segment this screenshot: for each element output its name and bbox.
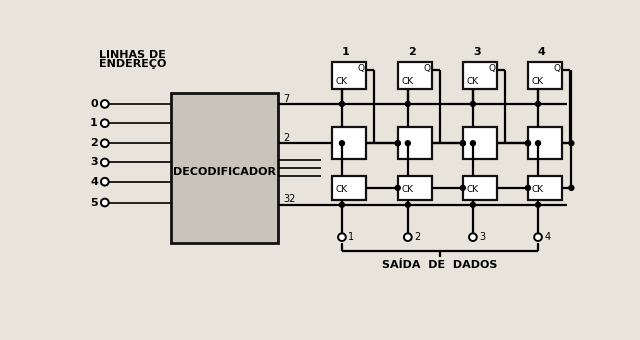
- Text: 1: 1: [348, 232, 355, 242]
- Text: 5: 5: [90, 198, 98, 207]
- Circle shape: [339, 202, 344, 207]
- Circle shape: [405, 101, 410, 106]
- Text: 7: 7: [283, 94, 289, 104]
- Circle shape: [405, 141, 410, 146]
- Text: 1: 1: [90, 118, 98, 128]
- Bar: [528, 127, 562, 159]
- Circle shape: [339, 141, 344, 146]
- Circle shape: [101, 100, 109, 108]
- Bar: [332, 127, 366, 159]
- Circle shape: [101, 139, 109, 147]
- Circle shape: [536, 141, 541, 146]
- Circle shape: [101, 119, 109, 127]
- Bar: [463, 62, 497, 88]
- Text: 2: 2: [408, 47, 415, 57]
- Circle shape: [534, 233, 542, 241]
- Text: ENDEREÇO: ENDEREÇO: [99, 59, 166, 69]
- Circle shape: [525, 141, 531, 146]
- Text: 0: 0: [90, 99, 98, 109]
- Text: 2: 2: [90, 138, 98, 148]
- Circle shape: [470, 202, 476, 207]
- Text: LINHAS DE: LINHAS DE: [99, 50, 166, 59]
- Text: SAÍDA  DE  DADOS: SAÍDA DE DADOS: [382, 260, 498, 270]
- Circle shape: [525, 141, 531, 146]
- Text: 4: 4: [90, 177, 98, 187]
- Bar: [397, 62, 432, 88]
- Text: 3: 3: [473, 47, 481, 57]
- Text: Q: Q: [424, 64, 431, 73]
- Text: 3: 3: [90, 157, 98, 168]
- Circle shape: [536, 202, 541, 207]
- Circle shape: [460, 141, 465, 146]
- Circle shape: [101, 158, 109, 166]
- Text: Q: Q: [358, 64, 365, 73]
- Circle shape: [460, 185, 465, 190]
- Circle shape: [470, 101, 476, 106]
- Text: Q: Q: [489, 64, 496, 73]
- Text: CK: CK: [532, 77, 544, 86]
- Bar: [528, 175, 562, 200]
- Circle shape: [396, 141, 400, 146]
- Text: 2: 2: [414, 232, 420, 242]
- Circle shape: [525, 185, 531, 190]
- Text: CK: CK: [402, 77, 414, 86]
- Bar: [397, 175, 432, 200]
- Circle shape: [339, 101, 344, 106]
- Bar: [172, 93, 278, 243]
- Text: CK: CK: [336, 185, 348, 194]
- Bar: [463, 175, 497, 200]
- Bar: [463, 127, 497, 159]
- Text: CK: CK: [467, 77, 479, 86]
- Bar: [332, 175, 366, 200]
- Circle shape: [396, 185, 400, 190]
- Text: Q: Q: [554, 64, 561, 73]
- Text: 3: 3: [479, 232, 485, 242]
- Circle shape: [101, 178, 109, 186]
- Text: CK: CK: [402, 185, 414, 194]
- Bar: [332, 62, 366, 88]
- Text: DECODIFICADOR: DECODIFICADOR: [173, 167, 276, 177]
- Text: 2: 2: [283, 133, 289, 143]
- Circle shape: [469, 233, 477, 241]
- Circle shape: [396, 141, 400, 146]
- Circle shape: [460, 141, 465, 146]
- Circle shape: [569, 141, 574, 146]
- Text: CK: CK: [467, 185, 479, 194]
- Text: 1: 1: [342, 47, 349, 57]
- Circle shape: [569, 185, 574, 190]
- Bar: [397, 127, 432, 159]
- Text: 4: 4: [544, 232, 550, 242]
- Text: CK: CK: [336, 77, 348, 86]
- Circle shape: [404, 233, 412, 241]
- Text: 32: 32: [283, 194, 296, 204]
- Circle shape: [405, 202, 410, 207]
- Text: 4: 4: [538, 47, 546, 57]
- Circle shape: [101, 199, 109, 206]
- Bar: [528, 62, 562, 88]
- Text: CK: CK: [532, 185, 544, 194]
- Circle shape: [470, 141, 476, 146]
- Circle shape: [338, 233, 346, 241]
- Circle shape: [536, 101, 541, 106]
